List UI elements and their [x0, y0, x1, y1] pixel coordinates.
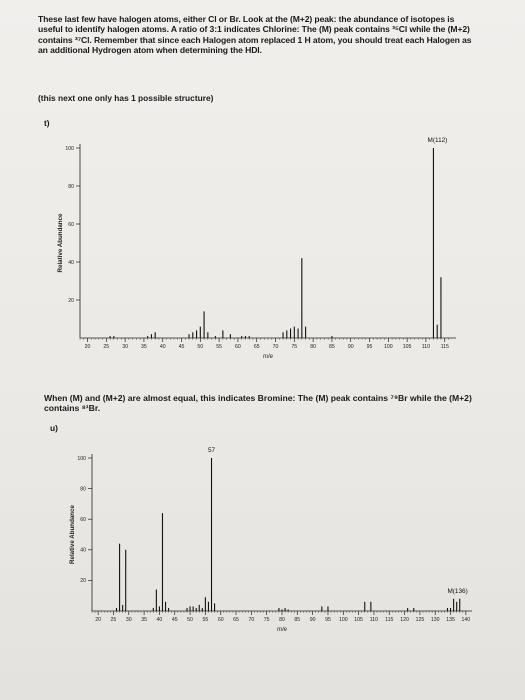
spectrum-t-x-tick-label: 65	[254, 344, 260, 350]
spectrum-t-y-tick-label: 80	[68, 184, 74, 190]
spectrum-u-x-tick-label: 85	[294, 617, 300, 623]
spectrum-u-x-tick-label: 120	[400, 617, 409, 623]
intro-text: These last few have halogen atoms, eithe…	[38, 14, 472, 56]
spectrum-t-x-tick-label: 115	[441, 344, 449, 350]
spectrum-t-x-tick-label: 20	[85, 344, 91, 350]
spectrum-u-x-tick-label: 100	[339, 617, 348, 623]
spectrum-u-x-axis-label: m/e	[277, 627, 288, 633]
spectrum-t-x-tick-label: 105	[403, 344, 412, 350]
spectrum-t-y-tick-label: 20	[68, 298, 74, 304]
spectrum-u-x-tick-label: 65	[233, 617, 239, 623]
spectrum-u-x-tick-label: 130	[431, 617, 440, 623]
spectrum-u-x-tick-label: 20	[95, 617, 101, 623]
spectrum-t-x-tick-label: 55	[216, 344, 222, 350]
spectrum-u-x-tick-label: 25	[111, 617, 117, 623]
spectrum-t-x-tick-label: 30	[122, 344, 128, 350]
spectrum-u-x-tick-label: 90	[310, 617, 316, 623]
spectrum-t-x-tick-label: 70	[273, 344, 279, 350]
spectrum-u-y-tick-label: 20	[80, 578, 86, 584]
spectrum-t-x-tick-label: 50	[197, 344, 203, 350]
spectrum-u-x-tick-label: 110	[370, 617, 378, 623]
spectrum-t-x-tick-label: 110	[422, 344, 430, 350]
spectrum-t-x-tick-label: 100	[384, 344, 393, 350]
spectrum-t-annotation: M(112)	[428, 137, 448, 144]
spectrum-u-y-tick-label: 40	[80, 548, 86, 554]
spectrum-u-annotation: M(136)	[447, 588, 467, 595]
spectrum-t-x-tick-label: 40	[160, 344, 166, 350]
spectrum-u-y-tick-label: 100	[77, 456, 86, 462]
spectrum-u-x-tick-label: 75	[264, 617, 270, 623]
spectrum-t-x-tick-label: 90	[348, 344, 354, 350]
spectrum-u-x-tick-label: 140	[462, 617, 471, 623]
spectrum-t-y-tick-label: 100	[65, 146, 74, 152]
spectrum-u-y-axis-label: Relative Abundance	[69, 504, 76, 563]
spectrum-u-x-tick-label: 105	[354, 617, 363, 623]
spectrum-u-x-tick-label: 30	[126, 617, 132, 623]
spectrum-u-x-tick-label: 80	[279, 617, 285, 623]
spectrum-u-x-tick-label: 45	[172, 617, 178, 623]
spectrum-t-x-tick-label: 35	[141, 344, 147, 350]
spectrum-u-x-tick-label: 50	[187, 617, 193, 623]
spectrum-t-x-tick-label: 95	[367, 344, 373, 350]
spectrum-u-x-tick-label: 35	[141, 617, 147, 623]
bromine-note: When (M) and (M+2) are almost equal, thi…	[44, 393, 472, 414]
spectrum-u-x-tick-label: 95	[325, 617, 331, 623]
spectrum-t-x-tick-label: 60	[235, 344, 241, 350]
spectrum-u-x-tick-label: 40	[157, 617, 163, 623]
spectrum-u-x-tick-label: 135	[446, 617, 455, 623]
spectrum-t-y-tick-label: 60	[68, 222, 74, 228]
spectrum-u-x-tick-label: 70	[248, 617, 254, 623]
spectrum-u-x-tick-label: 60	[218, 617, 224, 623]
spectrum-u-x-tick-label: 125	[416, 617, 425, 623]
spectrum-u-y-tick-label: 80	[80, 486, 86, 492]
part-t-label: t)	[44, 118, 50, 128]
part-u-label: u)	[50, 423, 58, 433]
spectrum-t-x-tick-label: 25	[103, 344, 109, 350]
spectrum-u-x-tick-label: 55	[202, 617, 208, 623]
spectrum-t-x-axis-label: m/e	[263, 354, 274, 360]
spectrum-t-x-tick-label: 45	[179, 344, 185, 350]
spectrum-u-y-tick-label: 60	[80, 517, 86, 523]
structure-note: (this next one only has 1 possible struc…	[38, 93, 214, 103]
spectrum-t-x-tick-label: 80	[310, 344, 316, 350]
spectrum-t-x-tick-label: 85	[329, 344, 335, 350]
spectrum-t-y-axis-label: Relative Abundance	[57, 213, 64, 272]
spectrum-u-annotation: 57	[208, 447, 216, 454]
spectrum-t-y-tick-label: 40	[68, 260, 74, 266]
spectrum-t-x-tick-label: 75	[291, 344, 297, 350]
spectrum-u-x-tick-label: 115	[385, 617, 393, 623]
